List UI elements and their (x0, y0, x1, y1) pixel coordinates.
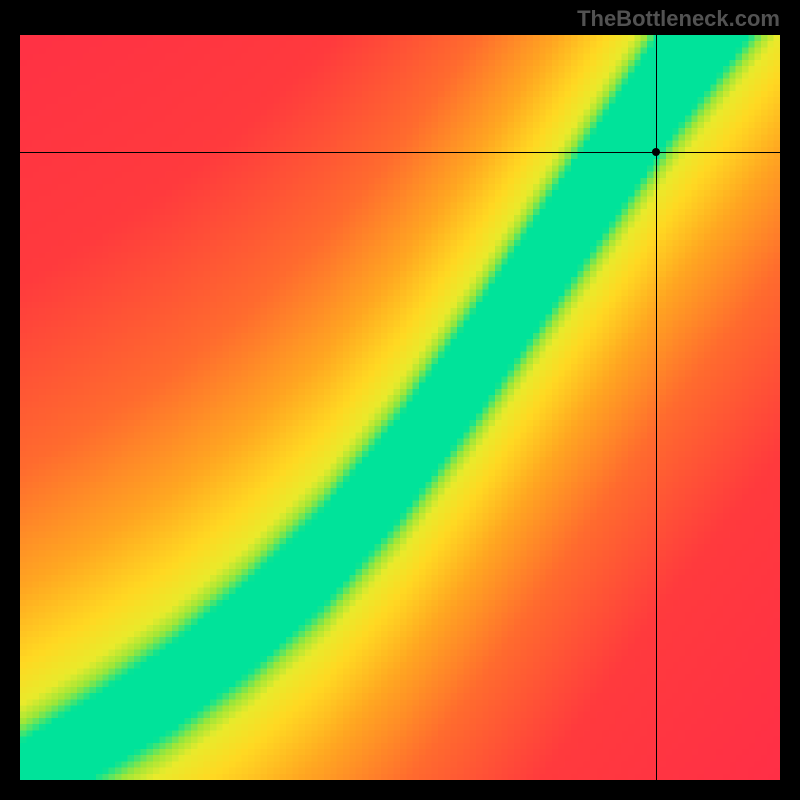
crosshair-vertical (656, 35, 657, 780)
watermark-text: TheBottleneck.com (577, 6, 780, 32)
crosshair-horizontal (20, 152, 780, 153)
heatmap-canvas (20, 35, 780, 780)
marker-dot (652, 148, 660, 156)
chart-container: TheBottleneck.com (0, 0, 800, 800)
plot-area (20, 35, 780, 780)
